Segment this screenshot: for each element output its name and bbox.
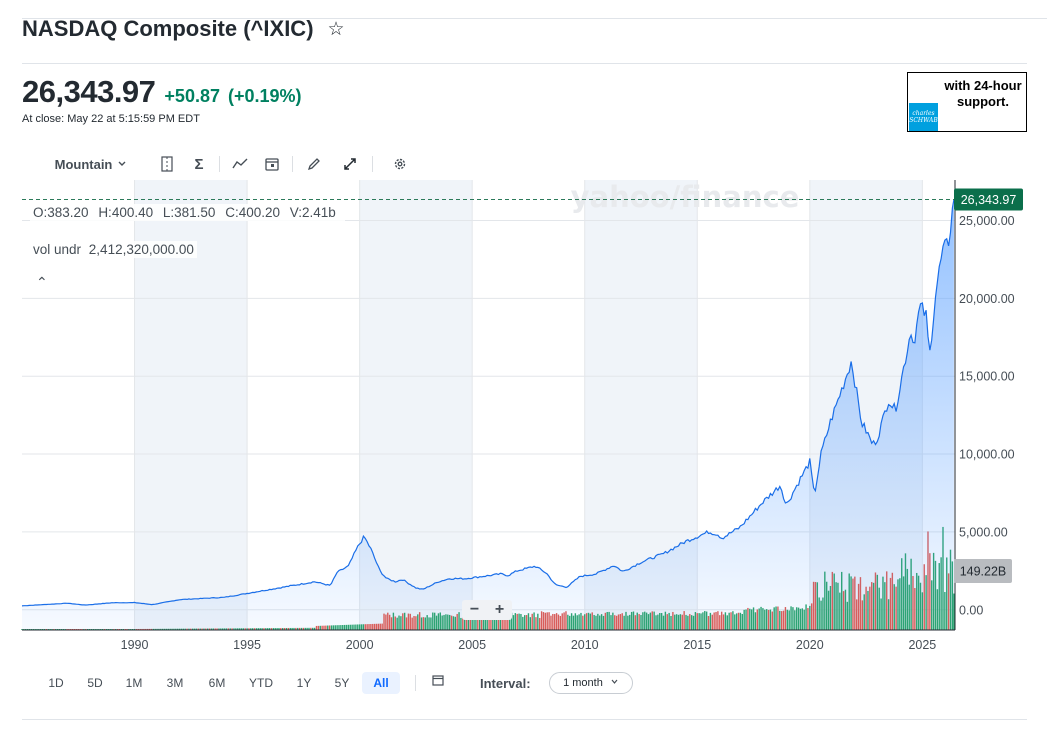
bottom-divider	[22, 719, 1027, 720]
header-divider	[22, 63, 1027, 64]
page-title: NASDAQ Composite (^IXIC)	[22, 16, 314, 41]
quote-row: 26,343.97 +50.87 (+0.19%)	[22, 74, 302, 110]
schwab-ad[interactable]: charles SCHWAB with 24-hour support.	[907, 72, 1027, 132]
draw-pencil-icon[interactable]	[302, 150, 326, 178]
close-timestamp: At close: May 22 at 5:15:59 PM EDT	[22, 113, 200, 125]
high-value: H:400.40	[98, 205, 154, 220]
price-chart[interactable]: yahoo/finance 1990 1995 2000 2005 2010 2015 20…	[0, 178, 1047, 668]
last-volume-label: 149.22B	[960, 565, 1007, 579]
volume-value: V:2.41b	[289, 205, 336, 220]
y-tick-label: 15,000.00	[959, 370, 1015, 384]
interval-value: 1 month	[563, 677, 603, 689]
y-tick-label: 0.00	[959, 603, 983, 617]
price-change-percent: (+0.19%)	[227, 86, 302, 106]
zoom-controls: − +	[462, 600, 512, 620]
x-tick-label: 2020	[796, 638, 824, 652]
vol-undr-legend: vol undr 2,412,320,000.00	[30, 241, 197, 258]
last-price-label: 26,343.97	[961, 193, 1017, 207]
interval-label: Interval:	[480, 676, 531, 691]
vol-undr-value: 2,412,320,000.00	[88, 242, 194, 257]
range-divider	[415, 675, 416, 691]
events-calendar-icon[interactable]	[260, 150, 284, 178]
range-6m[interactable]: 6M	[208, 676, 226, 690]
chart-toolbar: Mountain Σ	[22, 150, 442, 178]
indicators-icon[interactable]: Σ	[194, 155, 204, 173]
x-tick-label: 2000	[346, 638, 374, 652]
y-tick-label: 10,000.00	[959, 448, 1015, 462]
range-5d[interactable]: 5D	[87, 676, 103, 690]
price-area-fill	[22, 199, 954, 630]
chart-type-label: Mountain	[54, 156, 113, 172]
range-5y[interactable]: 5Y	[334, 676, 350, 690]
schwab-logo: charles SCHWAB	[909, 103, 938, 131]
chart-type-dropdown[interactable]: Mountain	[50, 150, 132, 178]
date-range-calendar-icon[interactable]	[432, 674, 444, 689]
range-ytd[interactable]: YTD	[249, 676, 273, 690]
star-icon[interactable]: ☆	[327, 18, 345, 40]
toolbar-divider	[219, 156, 220, 172]
interval-dropdown[interactable]: 1 month	[549, 672, 633, 694]
chevron-down-icon	[611, 679, 618, 684]
range-1d[interactable]: 1D	[48, 676, 64, 690]
range-1m[interactable]: 1M	[125, 676, 143, 690]
toolbar-divider	[292, 156, 293, 172]
x-tick-label: 2010	[571, 638, 599, 652]
close-value: C:400.20	[225, 205, 280, 220]
low-value: L:381.50	[162, 205, 216, 220]
y-tick-label: 25,000.00	[959, 214, 1015, 228]
zoom-out-button[interactable]: −	[469, 601, 480, 618]
vol-undr-label: vol undr	[33, 242, 82, 257]
title-row: NASDAQ Composite (^IXIC) ☆	[22, 16, 345, 42]
price-line	[21, 199, 955, 607]
ad-text: with 24-hour support.	[944, 78, 1022, 109]
last-volume-badge: 149.22B	[954, 559, 1012, 583]
range-1y[interactable]: 1Y	[296, 676, 312, 690]
compare-icon[interactable]	[156, 150, 178, 178]
ohlc-legend: O:383.20 H:400.40 L:381.50 C:400.20 V:2.…	[30, 204, 345, 221]
range-all[interactable]: All	[362, 672, 400, 694]
collapse-legend-chevron-up-icon[interactable]: ⌃	[36, 274, 48, 290]
open-value: O:383.20	[33, 205, 89, 220]
chevron-down-icon	[118, 161, 126, 166]
last-price: 26,343.97	[22, 74, 156, 109]
trend-icon[interactable]	[228, 150, 252, 178]
toolbar-divider	[372, 156, 373, 172]
y-tick-label: 5,000.00	[959, 525, 1008, 539]
x-tick-label: 1990	[121, 638, 149, 652]
x-tick-label: 2025	[908, 638, 936, 652]
last-price-badge: 26,343.97	[954, 188, 1023, 211]
y-tick-label: 20,000.00	[959, 292, 1015, 306]
period-band	[359, 180, 473, 630]
x-tick-label: 1995	[233, 638, 261, 652]
price-change: +50.87	[164, 86, 220, 106]
settings-gear-icon[interactable]	[388, 150, 412, 178]
x-tick-label: 2005	[458, 638, 486, 652]
yahoo-finance-watermark: yahoo/finance	[571, 180, 800, 214]
range-3m[interactable]: 3M	[166, 676, 184, 690]
zoom-in-button[interactable]: +	[494, 601, 505, 618]
x-tick-label: 2015	[683, 638, 711, 652]
expand-icon[interactable]	[338, 150, 362, 178]
top-divider	[22, 18, 1047, 19]
